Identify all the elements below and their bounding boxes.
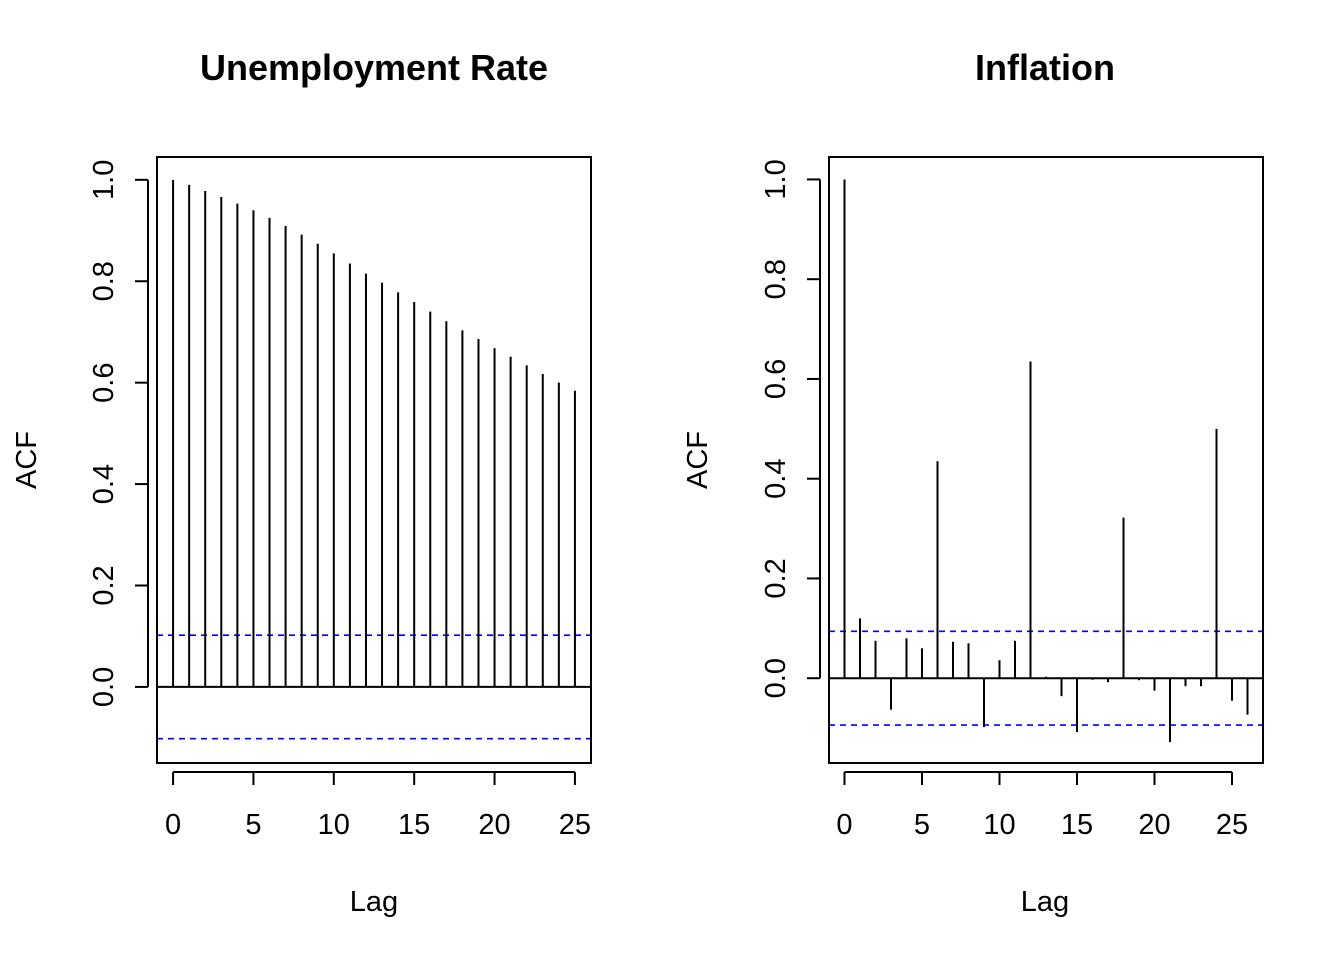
plot-frame [828,156,1264,764]
y-axis-label: ACF [11,431,43,489]
y-tick-label: 0.2 [88,565,120,605]
acf-panel-inflation: Inflation ACF Lag 0 5 10 15 20 25 0.0 0.2 0.4 0.6… [682,47,1264,918]
x-tick-label: 10 [318,809,350,841]
x-tick-label: 0 [836,809,852,841]
y-tick-label: 0.6 [760,359,792,399]
x-tick-label: 0 [165,809,181,841]
chart-title: Inflation [975,47,1115,88]
y-tick-label: 0.0 [760,658,792,698]
x-tick-label: 15 [1061,809,1093,841]
y-tick-label: 0.4 [88,464,120,504]
y-tick-label: 0.6 [88,363,120,403]
y-tick-label: 0.4 [760,459,792,499]
plot-frame [156,156,592,764]
plot-area: 0 5 10 15 20 25 0.0 0.2 0.4 0.6 0.8 1.0 [760,156,1264,841]
x-axis-label: Lag [350,886,398,918]
y-axis-label: ACF [682,431,714,489]
x-tick-label: 10 [983,809,1015,841]
x-tick-label: 25 [559,809,591,841]
y-tick-label: 1.0 [88,160,120,200]
x-tick-label: 15 [398,809,430,841]
acf-panel-unemployment: Unemployment Rate ACF Lag 0 5 10 15 20 250.00… [11,47,592,918]
y-tick-label: 0.0 [88,667,120,707]
y-tick-label: 1.0 [760,159,792,199]
x-tick-label: 5 [914,809,930,841]
plot-area: 0 5 10 15 20 25 0.0 0.2 0.4 0.6 0.8 1.0 [88,156,592,841]
x-tick-label: 5 [245,809,261,841]
y-tick-label: 0.8 [760,259,792,299]
x-tick-label: 25 [1216,809,1248,841]
x-tick-label: 20 [1138,809,1170,841]
x-tick-label: 20 [478,809,510,841]
x-axis-label: Lag [1021,886,1069,918]
y-tick-label: 0.2 [760,558,792,598]
y-tick-label: 0.8 [88,261,120,301]
chart-title: Unemployment Rate [200,47,548,88]
